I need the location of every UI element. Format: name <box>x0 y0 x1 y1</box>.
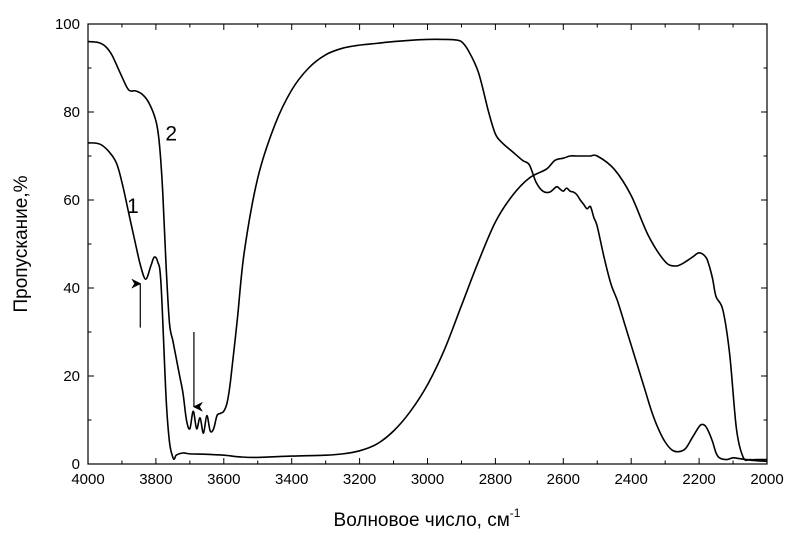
y-tick-label: 20 <box>63 368 80 385</box>
series-line-2 <box>88 38 767 463</box>
x-tick-label: 3400 <box>275 471 308 488</box>
y-tick-label: 40 <box>63 280 80 297</box>
x-axis-title-text: Волновое число, см <box>334 510 510 531</box>
x-axis: 4000 3800 3600 3400 3200 3000 2800 2600 2400 2200… <box>71 24 784 488</box>
y-tick-label: 60 <box>63 192 80 209</box>
x-tick-label: 4000 <box>71 471 104 488</box>
x-tick-label: 2800 <box>479 471 512 488</box>
y-tick-label: 0 <box>72 456 80 473</box>
x-tick-label: 2600 <box>547 471 580 488</box>
x-tick-label: 2000 <box>750 471 783 488</box>
x-tick-label: 3600 <box>207 471 240 488</box>
curve-label-1: 1 <box>127 195 139 218</box>
series-line-1 <box>88 142 767 462</box>
series-layer <box>88 38 767 463</box>
x-tick-label: 2400 <box>615 471 648 488</box>
y-axis-title: Пропускание,% <box>11 175 32 312</box>
curve-label-2: 2 <box>165 123 177 146</box>
annotations: 12 <box>127 123 203 412</box>
x-tick-label: 3200 <box>343 471 376 488</box>
y-tick-label: 100 <box>55 16 80 33</box>
plot-frame <box>87 23 768 465</box>
y-axis: 0 20 40 60 80 100 <box>55 16 767 473</box>
y-tick-label: 80 <box>63 104 80 121</box>
x-tick-label: 2200 <box>682 471 715 488</box>
x-axis-title: Волновое число, см-1 <box>334 506 521 531</box>
x-tick-label: 3800 <box>139 471 172 488</box>
x-axis-title-superscript: -1 <box>510 506 521 520</box>
x-tick-label: 3000 <box>411 471 444 488</box>
